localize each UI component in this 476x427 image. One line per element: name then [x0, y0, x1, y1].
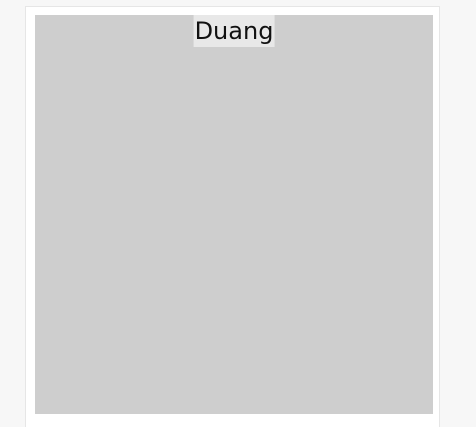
demo-box: Duang — [35, 15, 433, 414]
demo-label: Duang — [193, 15, 275, 47]
page-card: Duang — [25, 6, 440, 427]
